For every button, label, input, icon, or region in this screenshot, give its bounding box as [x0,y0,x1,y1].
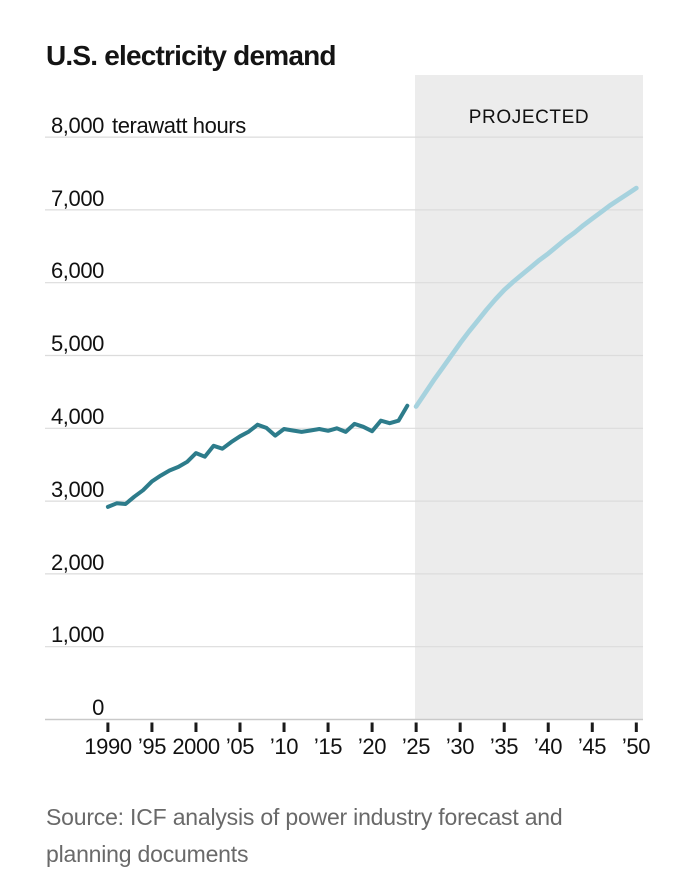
projected-region [415,75,643,720]
historical-line [105,403,410,509]
x-axis-label: ’30 [445,734,475,759]
x-axis-label: ’15 [313,734,343,759]
source-line-1: Source: ICF analysis of power industry f… [46,804,563,830]
x-axis-label: 1990 [84,734,132,759]
y-axis-label: 5,000 [50,331,104,356]
projected-line [413,185,639,409]
y-axis-label: 4,000 [50,404,104,429]
y-axis-label: 2,000 [50,550,104,575]
y-axis-label: 0 [92,695,104,720]
x-axis-label: ’35 [489,734,519,759]
chart-title: U.S. electricity demand [46,40,337,71]
x-axis-label: ’45 [577,734,607,759]
x-axis-label: ’05 [225,734,255,759]
y-axis-label: 1,000 [50,622,104,647]
x-axis-label: ’95 [137,734,167,759]
projected-region-label: PROJECTED [468,107,590,128]
source-note: Source: ICF analysis of power industry f… [46,799,563,874]
y-axis-label: 7,000 [50,186,104,211]
source-line-2: planning documents [46,841,249,868]
y-axis-label: 8,000 [50,113,104,138]
y-axis-label: 6,000 [50,258,104,283]
x-axis-label: ’20 [357,734,387,759]
x-axis-label: ’50 [621,734,651,759]
x-axis-label: ’25 [401,734,431,759]
x-axis-label: 2000 [172,734,220,759]
y-axis-unit-label: terawatt hours [112,113,246,138]
x-axis-label: ’10 [269,734,299,759]
y-axis-label: 3,000 [50,477,104,502]
x-axis-label: ’40 [533,734,563,759]
